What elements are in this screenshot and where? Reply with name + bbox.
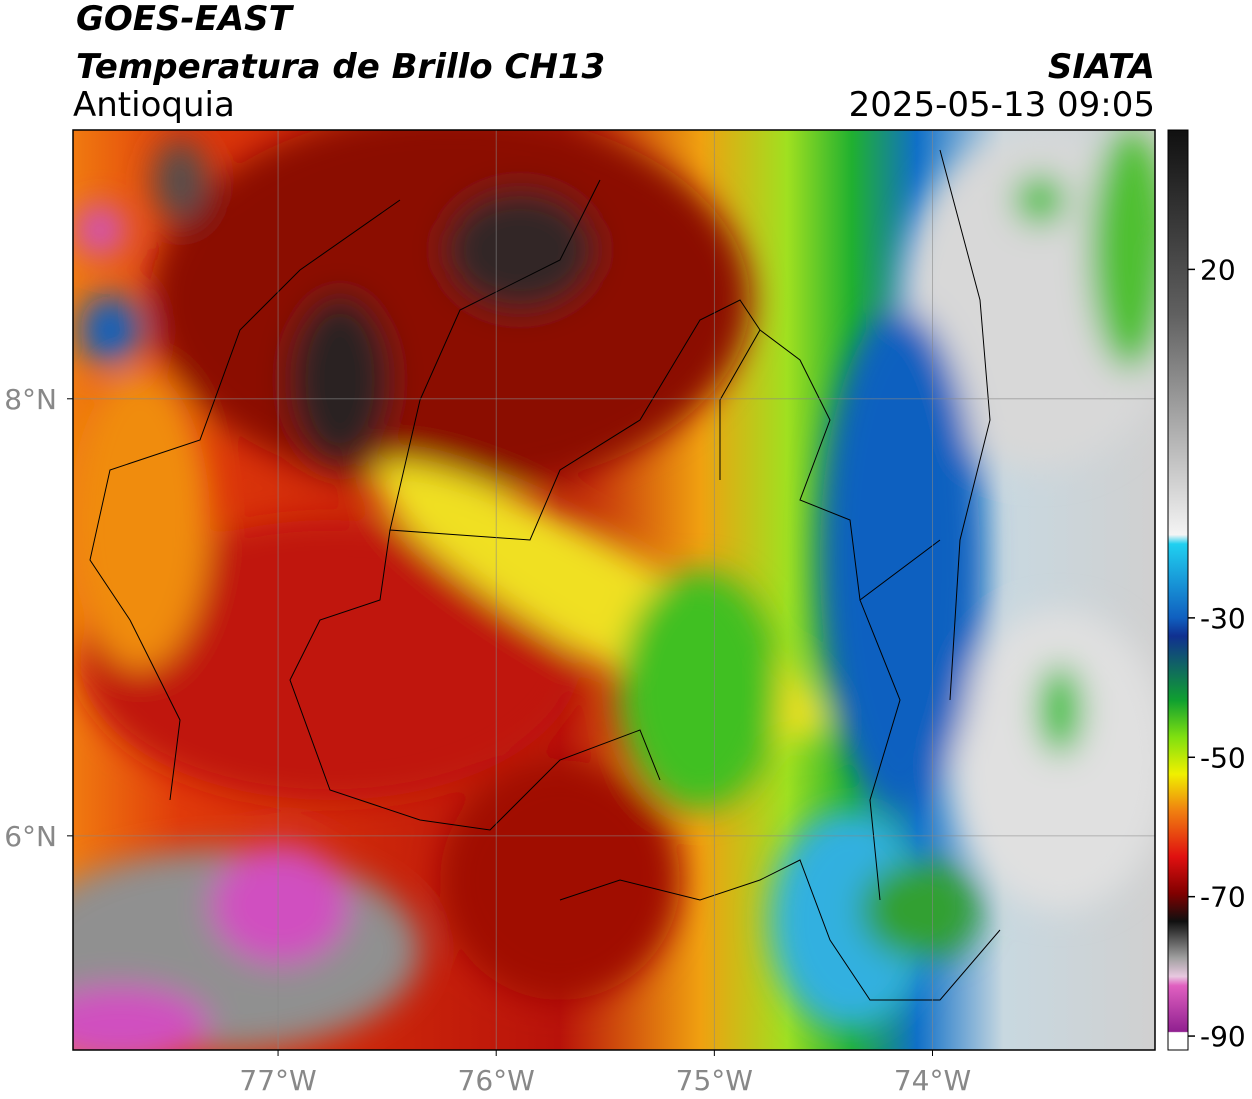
colorbar-tick-label: 20 <box>1200 253 1236 286</box>
region: Antioquia <box>73 85 235 125</box>
title: GOES-EAST <box>76 0 295 39</box>
x-tick-label: 76°W <box>458 1064 535 1097</box>
satellite-image <box>73 130 1155 1050</box>
colorbar-tick-label: -50 <box>1200 741 1246 774</box>
x-tick-label: 74°W <box>894 1064 971 1097</box>
y-tick-label: 6°N <box>4 820 57 853</box>
y-tick-label: 8°N <box>4 383 57 416</box>
colorbar-tick-label: -30 <box>1200 602 1246 635</box>
datetime: 2025-05-13 09:05 <box>849 85 1155 125</box>
x-tick-label: 77°W <box>239 1064 316 1097</box>
source: SIATA <box>1048 47 1155 87</box>
x-tick-label: 75°W <box>676 1064 753 1097</box>
subtitle: Temperatura de Brillo CH13 <box>76 47 605 87</box>
colorbar-tick-label: -90 <box>1200 1020 1246 1053</box>
colorbar <box>1167 129 1189 1051</box>
colorbar-tick-label: -70 <box>1200 881 1246 914</box>
map-frame <box>72 129 1156 1051</box>
